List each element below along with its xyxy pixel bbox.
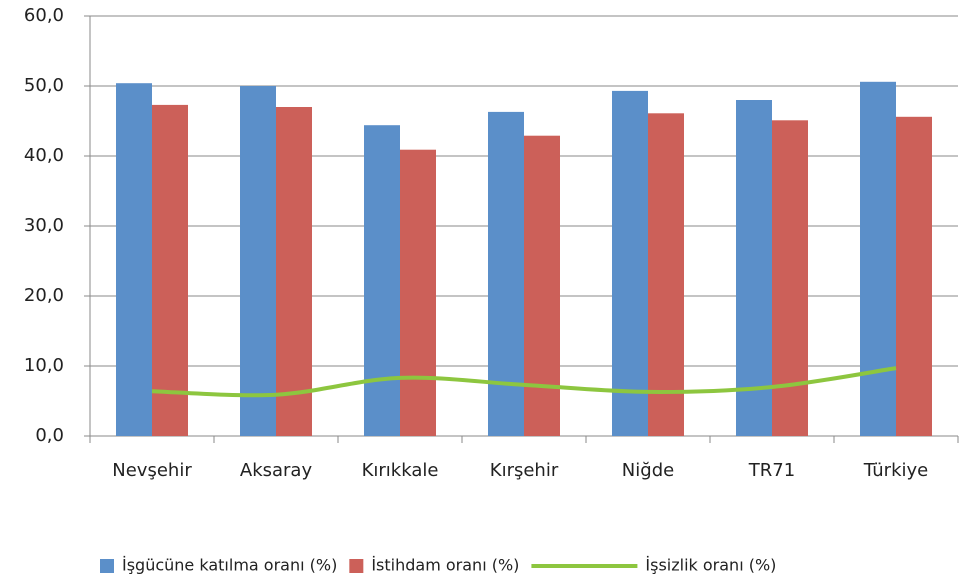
bar: [860, 81, 896, 437]
y-tick-label: 50,0: [24, 75, 64, 96]
x-tick-label: TR71: [748, 460, 795, 481]
x-tick-label: Kırşehir: [490, 460, 559, 481]
bar: [400, 149, 436, 436]
bar: [772, 120, 808, 437]
y-tick-label: 60,0: [24, 5, 64, 26]
legend-label: İşgücüne katılma oranı (%): [122, 556, 337, 575]
y-tick-label: 20,0: [24, 285, 64, 306]
bar: [116, 83, 152, 436]
y-tick-label: 0,0: [35, 425, 64, 446]
bar: [648, 113, 684, 437]
y-tick-label: 30,0: [24, 215, 64, 236]
x-tick-label: Kırıkkale: [362, 460, 439, 481]
line-series: [151, 366, 897, 398]
y-tick-label: 40,0: [24, 145, 64, 166]
legend-label: İstihdam oranı (%): [371, 556, 519, 575]
bar: [488, 111, 524, 437]
bar: [276, 107, 312, 436]
bar: [896, 116, 932, 437]
bar: [524, 135, 560, 436]
x-tick-label: Aksaray: [240, 460, 313, 481]
bar: [152, 104, 188, 437]
bar: [364, 125, 400, 436]
legend-swatch: [349, 559, 364, 573]
bar: [736, 100, 772, 436]
legend-label: İşsizlik oranı (%): [645, 556, 776, 575]
bar: [240, 86, 276, 436]
x-tick-label: Niğde: [622, 460, 674, 481]
x-tick-label: Türkiye: [863, 460, 929, 481]
y-tick-label: 10,0: [24, 355, 64, 376]
x-tick-label: Nevşehir: [112, 460, 192, 481]
legend-swatch: [100, 559, 114, 573]
bar: [612, 90, 648, 437]
